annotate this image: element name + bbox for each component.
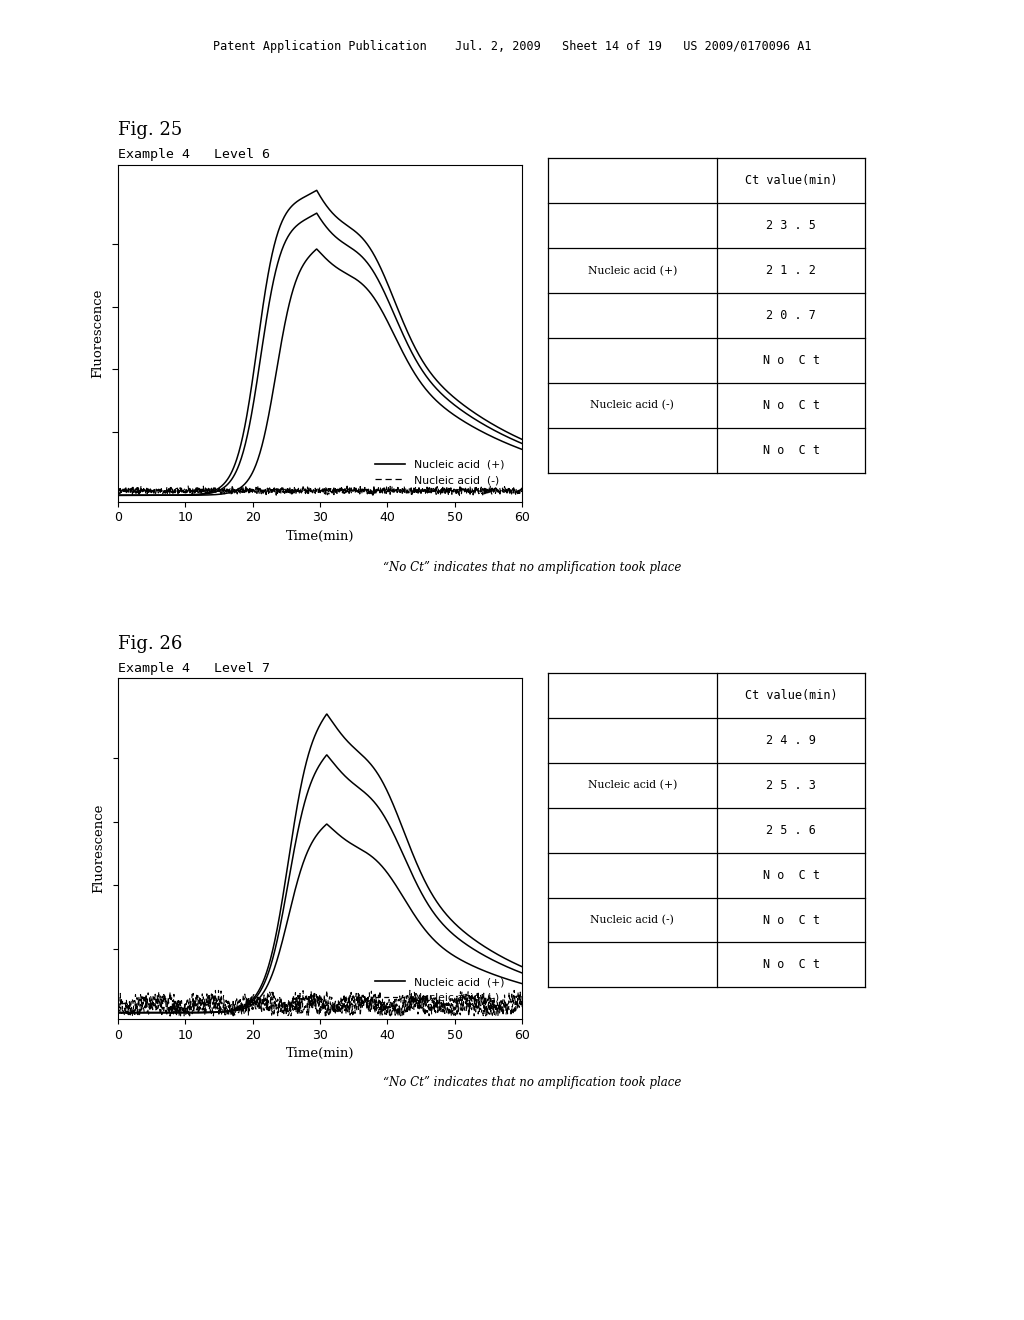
Text: “No Ct” indicates that no amplification took place: “No Ct” indicates that no amplification … bbox=[383, 561, 682, 574]
Text: 2 5 . 3: 2 5 . 3 bbox=[766, 779, 816, 792]
Text: 2 1 . 2: 2 1 . 2 bbox=[766, 264, 816, 277]
Text: 2 4 . 9: 2 4 . 9 bbox=[766, 734, 816, 747]
Text: N o  C t: N o C t bbox=[763, 354, 819, 367]
Text: N o  C t: N o C t bbox=[763, 869, 819, 882]
Text: Patent Application Publication    Jul. 2, 2009   Sheet 14 of 19   US 2009/017009: Patent Application Publication Jul. 2, 2… bbox=[213, 40, 811, 53]
Legend: Nucleic acid  (+), Nucleic acid  (-): Nucleic acid (+), Nucleic acid (-) bbox=[371, 973, 509, 1007]
X-axis label: Time(min): Time(min) bbox=[286, 529, 354, 543]
Y-axis label: Fluorescence: Fluorescence bbox=[92, 804, 105, 894]
Text: N o  C t: N o C t bbox=[763, 399, 819, 412]
Text: Fig. 26: Fig. 26 bbox=[118, 635, 182, 653]
Text: 2 0 . 7: 2 0 . 7 bbox=[766, 309, 816, 322]
X-axis label: Time(min): Time(min) bbox=[286, 1047, 354, 1060]
Y-axis label: Fluorescence: Fluorescence bbox=[91, 289, 104, 378]
Text: “No Ct” indicates that no amplification took place: “No Ct” indicates that no amplification … bbox=[383, 1076, 682, 1089]
Text: N o  C t: N o C t bbox=[763, 958, 819, 972]
Text: Ct value(min): Ct value(min) bbox=[744, 174, 838, 187]
Text: 2 5 . 6: 2 5 . 6 bbox=[766, 824, 816, 837]
Text: Fig. 25: Fig. 25 bbox=[118, 120, 182, 139]
Text: Example 4   Level 7: Example 4 Level 7 bbox=[118, 661, 269, 675]
Text: Example 4   Level 6: Example 4 Level 6 bbox=[118, 148, 269, 161]
Text: N o  C t: N o C t bbox=[763, 444, 819, 457]
Text: N o  C t: N o C t bbox=[763, 913, 819, 927]
Text: Nucleic acid (+): Nucleic acid (+) bbox=[588, 780, 677, 791]
Legend: Nucleic acid  (+), Nucleic acid  (-): Nucleic acid (+), Nucleic acid (-) bbox=[371, 455, 509, 490]
Text: Nucleic acid (+): Nucleic acid (+) bbox=[588, 265, 677, 276]
Text: Nucleic acid (-): Nucleic acid (-) bbox=[591, 915, 674, 925]
Text: 2 3 . 5: 2 3 . 5 bbox=[766, 219, 816, 232]
Text: Ct value(min): Ct value(min) bbox=[744, 689, 838, 702]
Text: Nucleic acid (-): Nucleic acid (-) bbox=[591, 400, 674, 411]
